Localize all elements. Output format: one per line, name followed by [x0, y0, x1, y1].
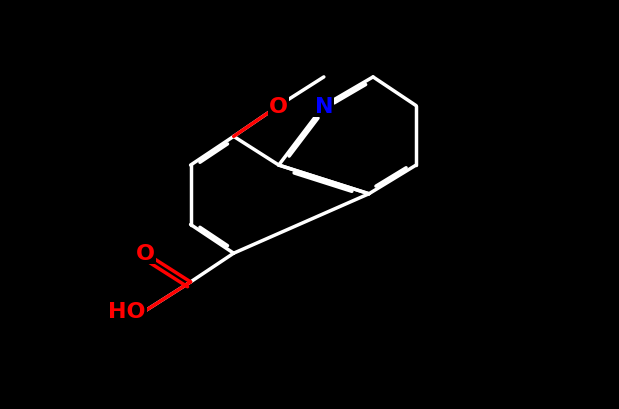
Text: O: O	[269, 97, 288, 116]
Text: HO: HO	[108, 301, 145, 321]
Text: O: O	[136, 244, 155, 263]
Text: N: N	[314, 97, 333, 116]
